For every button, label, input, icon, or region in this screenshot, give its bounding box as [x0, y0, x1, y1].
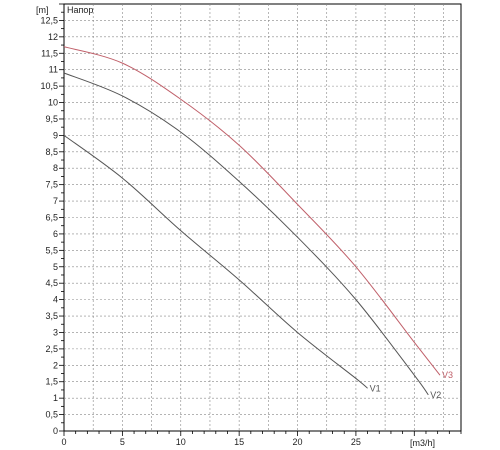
- y-tick-label: 3,5: [45, 311, 58, 321]
- y-tick-label: 1: [53, 393, 58, 403]
- grid: [64, 4, 461, 431]
- y-tick-label: 11: [49, 65, 58, 75]
- y-tick-label: 10: [48, 98, 58, 108]
- x-tick-label: 0: [61, 437, 66, 447]
- y-tick-label: 3: [53, 327, 58, 337]
- y-axis-unit-label: [m]: [36, 5, 49, 15]
- y-tick-label: 0,5: [45, 410, 58, 420]
- series-line-v1: [63, 134, 368, 389]
- y-tick-label: 2: [53, 360, 58, 370]
- series-label-v3: V3: [442, 370, 453, 380]
- y-tick-label: 5,5: [45, 245, 58, 255]
- y-tick-label: 7: [53, 196, 58, 206]
- y-tick-label: 8: [53, 163, 58, 173]
- series-label-v2: V2: [430, 390, 441, 400]
- x-tick-label: 20: [293, 437, 303, 447]
- x-tick-label: 15: [234, 437, 244, 447]
- y-tick-label: 10,5: [40, 81, 58, 91]
- y-tick-label: 12: [48, 32, 58, 42]
- y-tick-label: 6,5: [45, 213, 58, 223]
- x-tick-label: 25: [351, 437, 361, 447]
- x-axis-unit-label: [m3/h]: [410, 438, 435, 448]
- y-tick-label: 5: [53, 262, 58, 272]
- y-tick-label: 8,5: [45, 147, 58, 157]
- y-tick-label: 12,5: [40, 15, 58, 25]
- series-line-v3: [63, 46, 441, 376]
- x-tick-label: 5: [120, 437, 125, 447]
- y-tick-label: 4: [53, 295, 58, 305]
- chart-title: Напор: [67, 5, 93, 15]
- y-tick-label: 9: [53, 130, 58, 140]
- y-axis: 00,511,522,533,544,555,566,577,588,599,5…: [40, 3, 64, 436]
- x-tick-label: 10: [176, 437, 186, 447]
- y-tick-label: 2,5: [45, 344, 58, 354]
- y-tick-label: 4,5: [45, 278, 58, 288]
- series-line-v2: [63, 72, 429, 396]
- y-tick-label: 9,5: [45, 114, 58, 124]
- y-tick-label: 11,5: [41, 48, 58, 58]
- y-tick-label: 7,5: [45, 180, 58, 190]
- x-axis: 0 5 10 15 20 25: [61, 431, 462, 447]
- series-label-v1: V1: [370, 383, 381, 393]
- y-tick-label: 6: [53, 229, 58, 239]
- y-tick-label: 1,5: [45, 377, 58, 387]
- y-tick-label: 0: [53, 426, 58, 436]
